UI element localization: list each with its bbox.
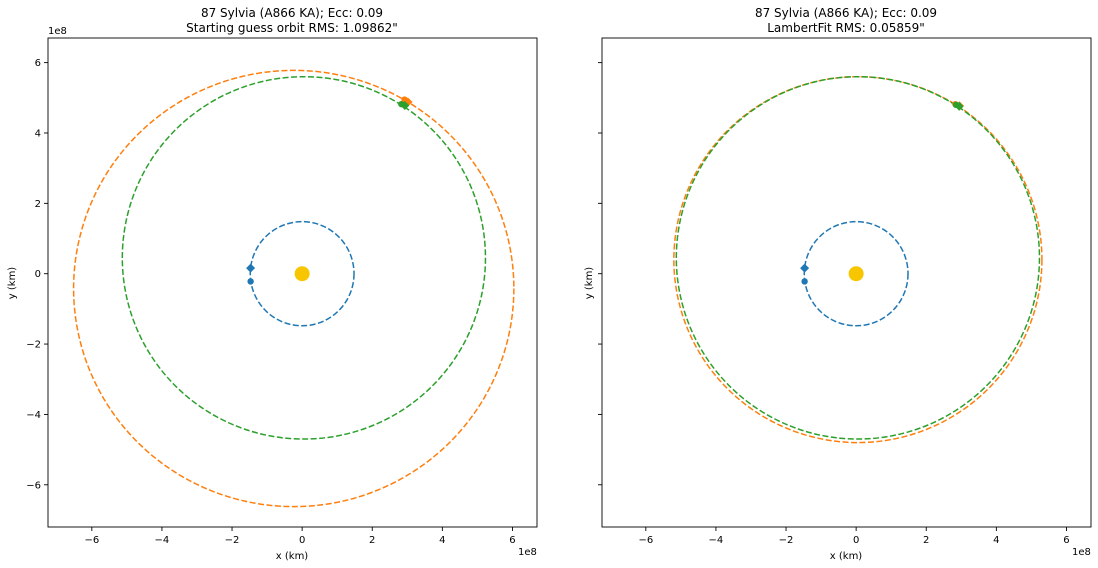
x-tick-label: 4 xyxy=(993,535,999,546)
right-ylabel: y (km) xyxy=(584,267,595,300)
position-marker-0-0 xyxy=(800,263,810,273)
right-subtitle: LambertFit RMS: 0.05859" xyxy=(767,21,925,35)
y-tick-label: −4 xyxy=(26,410,41,421)
right-plot-area: −6 −4 −2 0 2 4 6 xyxy=(598,37,1092,546)
y-tick-label: 2 xyxy=(35,199,41,210)
x-tick-label: −2 xyxy=(225,535,240,546)
orbit-0 xyxy=(803,220,909,327)
x-tick-label: 6 xyxy=(509,535,515,546)
x-tick-label: −6 xyxy=(638,535,653,546)
x-tick-label: 6 xyxy=(1063,535,1069,546)
y-tick-label: 0 xyxy=(35,269,41,280)
orbit-2 xyxy=(675,75,1041,440)
right-panel: 87 Sylvia (A866 KA); Ecc: 0.09 LambertFi… xyxy=(584,6,1092,562)
left-panel: 87 Sylvia (A866 KA); Ecc: 0.09 Starting … xyxy=(7,6,538,562)
right-xlabel: x (km) xyxy=(830,551,863,562)
sun-marker xyxy=(294,266,310,282)
x-tick-label: 2 xyxy=(923,535,929,546)
left-xlabel: x (km) xyxy=(276,551,309,562)
x-tick-label: −4 xyxy=(709,535,724,546)
x-tick-label: −6 xyxy=(84,535,99,546)
plot-frame xyxy=(47,37,538,528)
orbit-1 xyxy=(72,69,515,508)
right-x-offset: 1e8 xyxy=(1072,547,1091,558)
left-y-offset: 1e8 xyxy=(48,26,67,37)
position-marker-0-1 xyxy=(801,278,808,285)
right-title: 87 Sylvia (A866 KA); Ecc: 0.09 xyxy=(755,6,937,20)
orbit-2 xyxy=(121,75,487,440)
left-title: 87 Sylvia (A866 KA); Ecc: 0.09 xyxy=(201,6,383,20)
x-tick-label: −2 xyxy=(779,535,794,546)
position-marker-0-0 xyxy=(246,263,256,273)
y-tick-label: 6 xyxy=(35,58,41,69)
x-tick-label: 0 xyxy=(299,535,305,546)
plot-frame xyxy=(601,37,1092,528)
x-tick-label: −4 xyxy=(155,535,170,546)
left-plot-area: −6 −4 −2 0 2 4 6 −6 −4 −2 0 2 4 6 xyxy=(26,37,538,546)
y-tick-label: 4 xyxy=(35,128,41,139)
y-tick-label: −6 xyxy=(26,480,41,491)
x-tick-label: 2 xyxy=(369,535,375,546)
x-tick-label: 0 xyxy=(853,535,859,546)
left-x-offset: 1e8 xyxy=(518,547,537,558)
x-tick-label: 4 xyxy=(439,535,445,546)
position-marker-2-1 xyxy=(400,101,410,111)
left-subtitle: Starting guess orbit RMS: 1.09862" xyxy=(186,21,398,35)
orbit-0 xyxy=(249,220,355,327)
position-marker-0-1 xyxy=(247,278,254,285)
sun-marker xyxy=(848,266,864,282)
position-marker-2-1 xyxy=(954,101,964,111)
y-tick-label: −2 xyxy=(26,340,41,351)
left-ylabel: y (km) xyxy=(7,267,18,300)
